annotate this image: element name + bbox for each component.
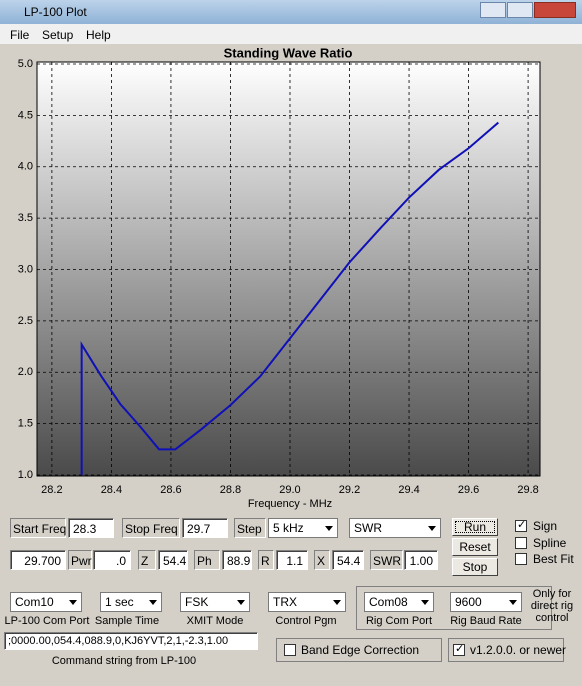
caption: Command string from LP-100 — [51, 655, 197, 667]
reset-button[interactable]: Reset — [452, 538, 498, 556]
dropdown[interactable]: FSK — [180, 592, 250, 612]
x-tick-label: 29.0 — [279, 484, 300, 496]
caption: Rig Com Port — [365, 615, 433, 627]
note: Only for direct rig control — [530, 588, 574, 624]
y-tick-label: 3.0 — [18, 263, 33, 275]
text-field[interactable]: 88.9 — [222, 550, 252, 570]
group-box — [276, 638, 442, 662]
window-title: LP-100 Plot — [24, 5, 87, 19]
checkbox[interactable] — [284, 644, 296, 656]
x-axis-label: Frequency - MHz — [248, 498, 332, 510]
y-tick-label: 1.5 — [18, 418, 33, 430]
dropdown[interactable]: 1 sec — [100, 592, 162, 612]
x-tick-label: 28.2 — [41, 484, 62, 496]
x-tick-label: 29.6 — [458, 484, 479, 496]
checkbox-label: Spline — [533, 536, 567, 550]
checkbox-label: Sign — [533, 519, 558, 533]
x-tick-label: 28.4 — [101, 484, 122, 496]
text-field[interactable]: 54.4 — [158, 550, 188, 570]
dropdown[interactable]: Com10 — [10, 592, 82, 612]
menu-item[interactable]: Help — [86, 28, 111, 42]
text-field[interactable]: 29.700 — [10, 550, 66, 570]
run-button[interactable]: Run — [452, 518, 498, 536]
dropdown[interactable]: Com08 — [364, 592, 434, 612]
checkbox[interactable] — [515, 537, 527, 549]
dropdown[interactable]: TRX — [268, 592, 346, 612]
caption: Control Pgm — [275, 615, 337, 627]
label: Step — [234, 518, 266, 538]
menu-item[interactable]: File — [10, 28, 30, 42]
text-field[interactable]: 29.7 — [182, 518, 228, 538]
plot-area — [36, 61, 541, 477]
y-tick-label: 5.0 — [18, 58, 33, 70]
y-tick-label: 1.0 — [18, 469, 33, 481]
x-tick-label: 28.8 — [220, 484, 241, 496]
dropdown[interactable]: 9600 — [450, 592, 522, 612]
x-tick-label: 29.8 — [517, 484, 538, 496]
checkbox[interactable] — [515, 518, 527, 532]
label: Pwr — [68, 550, 92, 570]
caption: LP-100 Com Port — [4, 615, 90, 627]
checkbox-label: Best Fit — [533, 552, 574, 566]
label: Start Freq — [10, 518, 66, 538]
label: SWR — [370, 550, 403, 570]
text-field[interactable]: ;0000.00,054.4,088.9,0,KJ6YVT,2,1,-2.3,1… — [4, 632, 258, 650]
menu-bar — [0, 24, 582, 44]
close[interactable] — [534, 2, 576, 18]
y-tick-label: 2.0 — [18, 366, 33, 378]
caption: Sample Time — [94, 615, 160, 627]
chart-title: Standing Wave Ratio — [224, 45, 353, 60]
checkbox[interactable] — [453, 642, 465, 656]
x-tick-label: 29.4 — [398, 484, 419, 496]
text-field[interactable]: .0 — [93, 550, 131, 570]
stop-button[interactable]: Stop — [452, 558, 498, 576]
x-tick-label: 28.6 — [160, 484, 181, 496]
text-field[interactable]: 1.1 — [276, 550, 308, 570]
label: Z — [138, 550, 156, 570]
chart: Standing Wave Ratio Frequency - MHz 1.0 1… — [18, 45, 541, 510]
label: R — [258, 550, 274, 570]
group-box — [356, 586, 552, 630]
checkbox[interactable] — [515, 553, 527, 565]
series-line — [80, 121, 499, 475]
group-box — [448, 638, 564, 662]
x-tick-label: 29.2 — [339, 484, 360, 496]
y-tick-label: 4.5 — [18, 109, 33, 121]
y-tick-label: 2.5 — [18, 315, 33, 327]
y-tick-label: 4.0 — [18, 161, 33, 173]
label: Ph — [194, 550, 220, 570]
label: X — [314, 550, 330, 570]
dropdown[interactable]: 5 kHz — [268, 518, 338, 538]
checkbox-label: Band Edge Correction — [301, 643, 420, 657]
checkbox-label: v1.2.0.0. or newer — [470, 643, 567, 657]
label: Stop Freq — [122, 518, 180, 538]
minimize[interactable] — [480, 2, 506, 18]
text-field[interactable]: 28.3 — [68, 518, 114, 538]
caption: Rig Baud Rate — [450, 615, 522, 627]
text-field[interactable]: 54.4 — [332, 550, 364, 570]
y-tick-label: 3.5 — [18, 212, 33, 224]
menu-item[interactable]: Setup — [42, 28, 74, 42]
caption: XMIT Mode — [186, 615, 244, 627]
dropdown[interactable]: SWR — [349, 518, 441, 538]
text-field[interactable]: 1.00 — [404, 550, 438, 570]
maximize[interactable] — [507, 2, 533, 18]
